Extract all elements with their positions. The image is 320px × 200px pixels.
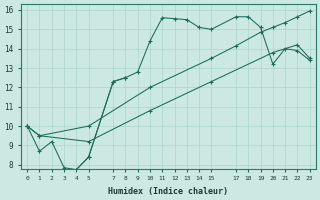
X-axis label: Humidex (Indice chaleur): Humidex (Indice chaleur): [108, 187, 228, 196]
